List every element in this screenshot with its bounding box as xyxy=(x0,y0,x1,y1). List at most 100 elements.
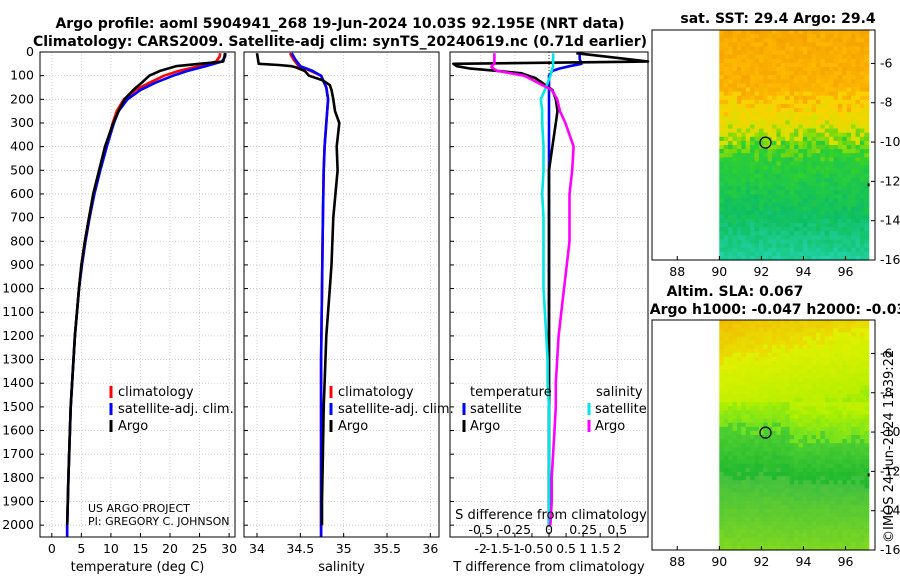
map-cell xyxy=(776,402,782,407)
map-cell xyxy=(780,239,786,245)
map-cell xyxy=(807,186,813,191)
map-cell xyxy=(772,484,777,489)
map-cell xyxy=(807,54,813,60)
map-cell xyxy=(785,525,791,531)
map-cell xyxy=(754,467,760,473)
map-cell xyxy=(736,54,742,60)
map-cell xyxy=(824,128,830,134)
map-cell xyxy=(851,513,857,518)
map-cell xyxy=(807,541,813,547)
map-cell xyxy=(824,255,830,261)
map-cell xyxy=(794,414,799,420)
map-cell xyxy=(859,406,865,411)
map-cell xyxy=(846,504,852,510)
map-cell xyxy=(820,91,826,97)
map-cell xyxy=(855,385,861,391)
map-cell xyxy=(741,430,747,436)
map-cell xyxy=(855,525,861,531)
map-cell xyxy=(842,145,848,150)
map-cell xyxy=(798,79,804,84)
map-cell xyxy=(719,496,725,502)
map-cell xyxy=(816,455,821,461)
map-cell xyxy=(789,513,795,518)
map-cell xyxy=(728,255,734,261)
map-cell xyxy=(728,344,734,350)
map-cell xyxy=(816,344,821,350)
map-cell xyxy=(719,340,725,346)
map-cell xyxy=(864,182,870,187)
map-cell xyxy=(789,186,795,191)
map-cell xyxy=(785,447,791,452)
map-cell xyxy=(754,62,760,68)
map-cell xyxy=(846,243,852,249)
map-cell xyxy=(829,116,835,121)
map-cell xyxy=(780,218,786,224)
map-cell xyxy=(855,157,861,162)
map-cell xyxy=(776,451,782,457)
map-cell xyxy=(789,377,795,383)
map-cell xyxy=(785,210,791,216)
map-cell xyxy=(785,149,791,154)
map-cell xyxy=(829,439,835,444)
map-cell xyxy=(758,210,764,216)
map-cell xyxy=(842,214,848,220)
map-cell xyxy=(728,161,734,167)
map-cell xyxy=(816,410,821,416)
map-cell xyxy=(776,414,782,420)
map-cell xyxy=(732,58,738,64)
map-cell xyxy=(811,169,817,175)
map-cell xyxy=(719,492,725,498)
map-cell xyxy=(767,533,773,539)
sal-legend-satellite-label: satellite-adj. clim. xyxy=(338,402,454,417)
map-cell xyxy=(763,459,769,465)
map-cell xyxy=(837,402,843,407)
map-cell xyxy=(758,153,764,158)
map-cell xyxy=(833,177,839,183)
legend-argo-label: Argo xyxy=(118,419,148,434)
x-axis-label: T difference from climatology xyxy=(452,560,645,575)
map-cell xyxy=(728,430,734,436)
map-cell xyxy=(798,206,804,212)
map-cell xyxy=(855,426,861,432)
map-cell xyxy=(842,108,848,113)
map-cell xyxy=(728,62,734,68)
map-cell xyxy=(842,336,848,342)
map-cell xyxy=(763,173,769,179)
map-cell xyxy=(745,340,751,346)
map-cell xyxy=(816,210,821,216)
map-cell xyxy=(855,393,861,399)
map-cell xyxy=(750,406,756,411)
map-cell xyxy=(842,426,848,432)
map-cell xyxy=(785,251,791,257)
map-cell xyxy=(728,79,734,84)
map-cell xyxy=(842,348,848,354)
map-cell xyxy=(837,128,843,134)
map-cell xyxy=(833,190,839,195)
map-cell xyxy=(846,128,852,134)
map-cell xyxy=(780,455,786,461)
map-cell xyxy=(855,50,861,56)
map-cell xyxy=(802,75,808,80)
map-cell xyxy=(789,324,795,329)
map-cell xyxy=(855,422,861,428)
map-frame xyxy=(651,319,876,551)
map-cell xyxy=(807,132,813,138)
map-cell xyxy=(772,214,777,220)
map-cell xyxy=(851,149,857,154)
map-cell xyxy=(794,124,799,130)
map-cell xyxy=(842,320,848,325)
map-cell xyxy=(798,182,804,187)
map-cell xyxy=(807,95,813,101)
map-cell xyxy=(723,120,729,126)
map-cell xyxy=(741,418,747,424)
map-cell xyxy=(754,67,760,72)
map-cell xyxy=(820,218,826,224)
map-cell xyxy=(794,496,799,502)
map-cell xyxy=(837,422,843,428)
map-cell xyxy=(794,34,799,39)
map-cell xyxy=(846,165,852,171)
map-cell xyxy=(772,377,777,383)
map-cell xyxy=(794,320,799,325)
map-cell xyxy=(798,243,804,249)
map-cell xyxy=(723,83,729,89)
